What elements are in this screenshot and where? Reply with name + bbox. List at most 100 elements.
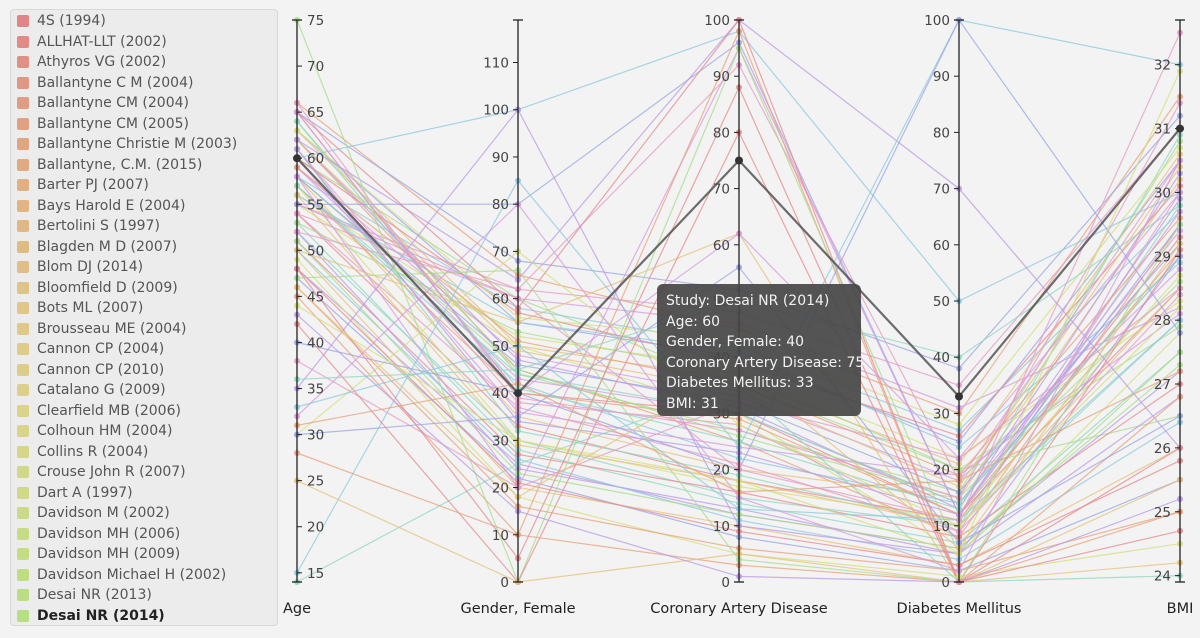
legend-swatch [17,138,29,151]
legend-item[interactable]: Desai NR (2013) [17,585,277,606]
legend-item[interactable]: Dart A (1997) [17,483,277,504]
tick-label: 32 [1154,58,1171,74]
legend-swatch [17,527,29,540]
study-legend: 4S (1994) ALLHAT-LLT (2002) Athyros VG (20… [10,9,278,626]
legend-label: ALLHAT-LLT (2002) [37,33,167,50]
legend-label: Dart A (1997) [37,484,133,501]
legend-item[interactable]: Cannon CP (2010) [17,360,277,381]
tooltip-study: Study: Desai NR (2014) [666,293,830,309]
legend-swatch [17,15,29,28]
legend-item[interactable]: Collins R (2004) [17,442,277,463]
legend-swatch [17,425,29,438]
legend-label: 4S (1994) [37,13,106,30]
legend-item[interactable]: Davidson MH (2006) [17,524,277,545]
legend-swatch [17,240,29,253]
legend-label: Bots ML (2007) [37,300,144,317]
legend-item[interactable]: Barter PJ (2007) [17,175,277,196]
axis-name: BMI [1167,601,1194,617]
legend-swatch [17,445,29,458]
legend-label: Blom DJ (2014) [37,259,144,276]
legend-swatch [17,486,29,499]
tick-label: 30 [492,433,509,449]
legend-item[interactable]: Ballantyne CM (2005) [17,114,277,135]
tick-label: 35 [307,382,324,398]
legend-item[interactable]: Athyros VG (2002) [17,52,277,73]
tick-label: 10 [933,519,950,535]
legend-label: Crouse John R (2007) [37,464,186,481]
legend-item[interactable]: Catalano G (2009) [17,380,277,401]
tick-label: 100 [924,13,950,29]
tick-label: 30 [933,406,950,422]
legend-item[interactable]: Bertolini S (1997) [17,216,277,237]
legend-label: Blagden M D (2007) [37,238,178,255]
tick-label: 27 [1154,377,1171,393]
legend-item[interactable]: Ballantyne Christie M (2003) [17,134,277,155]
tick-label: 50 [307,243,324,259]
legend-item[interactable]: Brousseau ME (2004) [17,319,277,340]
legend-label: Davidson MH (2009) [37,546,181,563]
tick-label: 70 [933,182,950,198]
legend-swatch [17,281,29,294]
legend-item[interactable]: Ballantyne C M (2004) [17,73,277,94]
tick-label: 40 [492,386,509,402]
axes: 15 20 25 30 35 40 45 50 55 60 65 70 75 Age 0 10 20 30 40 50… [283,13,1193,617]
tick-label: 55 [307,197,324,213]
tick-label: 0 [941,575,950,591]
legend-label: Ballantyne CM (2004) [37,95,189,112]
tick-label: 50 [492,339,509,355]
tick-label: 26 [1154,441,1171,457]
tick-label: 70 [713,182,730,198]
legend-item[interactable]: Clearfield MB (2006) [17,401,277,422]
legend-item[interactable]: Crouse John R (2007) [17,462,277,483]
tick-label: 40 [307,335,324,351]
legend-item[interactable]: Bays Harold E (2004) [17,196,277,217]
legend-swatch [17,548,29,561]
legend-swatch [17,466,29,479]
tick-label: 80 [713,125,730,141]
tick-label: 45 [307,289,324,305]
legend-label: Colhoun HM (2004) [37,423,173,440]
legend-item[interactable]: Davidson M (2002) [17,503,277,524]
legend-item[interactable]: Colhoun HM (2004) [17,421,277,442]
legend-label: Bays Harold E (2004) [37,197,186,214]
legend-label: Desai NR (2013) [37,587,152,604]
legend-item[interactable]: Desai NR (2014) [17,606,277,626]
legend-swatch [17,302,29,315]
tick-label: 60 [492,292,509,308]
tick-label: 100 [483,103,509,119]
tick-label: 24 [1154,569,1171,585]
legend-label: Collins R (2004) [37,443,149,460]
tooltip-age: Age: 60 [666,313,721,330]
tooltip-cad: Coronary Artery Disease: 75 [666,354,865,371]
tick-label: 20 [307,520,324,536]
legend-label: Cannon CP (2010) [37,361,165,378]
legend-item[interactable]: ALLHAT-LLT (2002) [17,32,277,53]
legend-item[interactable]: Ballantyne CM (2004) [17,93,277,114]
tooltip-gender: Gender, Female: 40 [666,334,805,351]
legend-swatch [17,322,29,335]
legend-item[interactable]: 4S (1994) [17,11,277,32]
legend-label: Davidson M (2002) [37,505,170,522]
legend-item[interactable]: Davidson Michael H (2002) [17,565,277,586]
legend-label: Barter PJ (2007) [37,177,149,194]
axis-name: Coronary Artery Disease [650,601,827,617]
tick-label: 25 [1154,505,1171,521]
legend-item[interactable]: Blom DJ (2014) [17,257,277,278]
legend-item[interactable]: Bloomfield D (2009) [17,278,277,299]
study-tooltip: Study: Desai NR (2014) Age: 60 Gender, F… [657,284,865,416]
axis-name: Age [283,601,311,617]
tick-label: 60 [307,151,324,167]
tick-label: 40 [933,350,950,366]
legend-label: Bertolini S (1997) [37,218,160,235]
legend-swatch [17,117,29,130]
legend-item[interactable]: Davidson MH (2009) [17,544,277,565]
legend-item[interactable]: Ballantyne, C.M. (2015) [17,155,277,176]
legend-label: Bloomfield D (2009) [37,279,178,296]
legend-label: Ballantyne CM (2005) [37,115,189,132]
tick-label: 28 [1154,313,1171,329]
highlighted-point [293,154,301,163]
legend-item[interactable]: Bots ML (2007) [17,298,277,319]
legend-item[interactable]: Blagden M D (2007) [17,237,277,258]
legend-item[interactable]: Cannon CP (2004) [17,339,277,360]
tick-label: 50 [933,294,950,310]
